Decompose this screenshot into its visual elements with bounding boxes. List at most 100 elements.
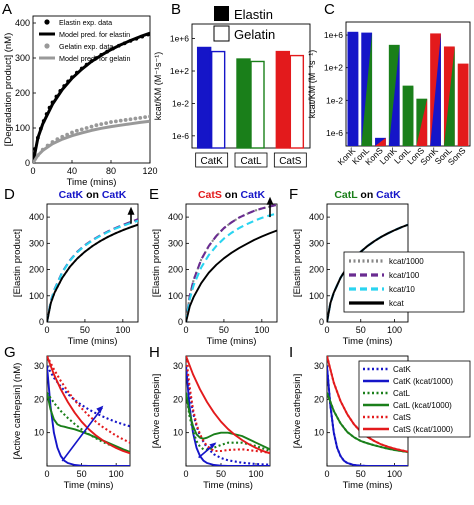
bar [416, 98, 428, 146]
data-point [143, 115, 148, 120]
arrow-head [127, 206, 135, 215]
y-tick-label: 1e-2 [326, 95, 343, 105]
panel-letter: H [149, 344, 160, 361]
y-tick-label: 1e+6 [324, 30, 343, 40]
x-axis-label: Time (mins) [203, 480, 253, 491]
y-tick-label: 30 [173, 361, 183, 371]
bar [457, 63, 469, 146]
panel-letter: D [4, 186, 15, 203]
panel-title: CatS on CatK [198, 189, 266, 201]
x-axis-label: Time (mins) [67, 177, 117, 188]
panel-d: D 0 50 100 0 100 200 300 400 Time (mins) [Elastin … [4, 186, 139, 347]
x-tick-label: 100 [109, 469, 124, 479]
y-tick-label: 200 [29, 265, 44, 275]
data-point [128, 117, 133, 122]
x-tick-label: 0 [44, 325, 49, 335]
y-tick-label: 100 [168, 291, 183, 301]
y-tick-label: 1e+2 [324, 63, 343, 73]
x-axis-label: Time (mins) [343, 480, 393, 491]
y-axis-label: [Elastin product] [12, 229, 23, 297]
panel-letter: C [324, 1, 335, 18]
axes-frame [46, 203, 139, 323]
x-tick-label: 100 [248, 469, 263, 479]
bar [289, 54, 305, 149]
y-tick-label: 10 [314, 428, 324, 438]
legend-label: CatK [393, 365, 411, 374]
series-line [47, 365, 130, 466]
y-axis-label: kcat/KM (M⁻¹s⁻¹) [153, 52, 163, 121]
legend-label: kcat/10 [389, 285, 415, 294]
x-tick-label: 50 [356, 469, 366, 479]
x-tick-label: 100 [387, 325, 402, 335]
legend-label: kcat/100 [389, 271, 420, 280]
panel-e: E 0 50 100 0 100 200 300 400 Time (mins) [Elastin … [149, 186, 278, 347]
bar-split [388, 44, 400, 147]
bar [375, 137, 386, 146]
y-tick-label: 400 [168, 212, 183, 222]
x-tick-label: 50 [216, 469, 226, 479]
plot-area [47, 356, 130, 466]
legend-marker [213, 25, 230, 42]
data-point [74, 128, 79, 133]
y-tick-label: 1e-6 [326, 128, 343, 138]
series-line [186, 204, 277, 322]
data-point [79, 127, 84, 132]
legend-label: CatK (kcat/1000) [393, 377, 453, 386]
y-tick-label: 300 [15, 53, 30, 63]
legend-label: CatS (kcat/1000) [393, 425, 453, 434]
panel-letter: B [171, 1, 181, 18]
title-part: on [83, 189, 102, 201]
series-line [33, 31, 150, 163]
bar [196, 46, 212, 149]
x-axis-label: Time (mins) [343, 336, 393, 347]
axes-frame [32, 15, 151, 164]
category-label: CatL [240, 156, 262, 167]
series-line [33, 119, 150, 163]
bar-split [430, 33, 441, 146]
series-line [327, 392, 408, 453]
plot-area [33, 31, 150, 163]
panel-letter: A [2, 1, 12, 18]
x-tick-label: 0 [324, 469, 329, 479]
data-point [133, 116, 138, 121]
bar-split [416, 98, 428, 146]
y-tick-label: 1e-6 [172, 131, 189, 141]
plot-area [47, 218, 138, 322]
category-label: CatK [201, 156, 224, 167]
data-point [123, 118, 128, 122]
data-point [99, 122, 104, 127]
y-tick-label: 30 [34, 361, 44, 371]
bar [210, 50, 226, 149]
data-point [113, 119, 118, 124]
x-axis-label: Time (mins) [207, 336, 257, 347]
x-tick-label: 50 [219, 325, 229, 335]
bar [236, 58, 251, 149]
series-line [47, 218, 138, 322]
category-box [234, 152, 268, 168]
x-tick-label: 120 [142, 166, 157, 176]
legend-label: CatL [393, 389, 410, 398]
legend-marker [214, 6, 229, 21]
x-tick-label: 50 [77, 469, 87, 479]
legend-marker [44, 43, 50, 49]
y-tick-label: 10 [34, 428, 44, 438]
x-tick-label: 50 [356, 325, 366, 335]
data-point [104, 121, 109, 125]
legend-label: Elastin exp. data [59, 18, 112, 27]
x-tick-label: 80 [106, 166, 116, 176]
bar-split [443, 46, 455, 147]
panel-f: F 0 50 100 0 100 200 300 400 Time (mins) [Elastin … [289, 186, 465, 347]
panel-letter: I [289, 344, 293, 361]
series-line [47, 365, 130, 428]
plot-area [186, 356, 270, 466]
y-tick-label: 400 [15, 18, 30, 28]
bar [275, 50, 291, 149]
panel-letter: F [289, 186, 298, 203]
arrow-head [209, 442, 217, 449]
series-line [186, 392, 270, 452]
bar [250, 60, 265, 149]
panel-h: H 0 50 100 10 20 30 Time (mins) [Active cathepsi… [149, 344, 271, 491]
y-tick-label: 1e-2 [172, 98, 189, 108]
title-part: on [357, 189, 376, 201]
panel-b: B 1e+6 1e+2 1e-2 1e-6 kcat/KM (M⁻¹s⁻¹) CatK Cat… [153, 1, 311, 168]
